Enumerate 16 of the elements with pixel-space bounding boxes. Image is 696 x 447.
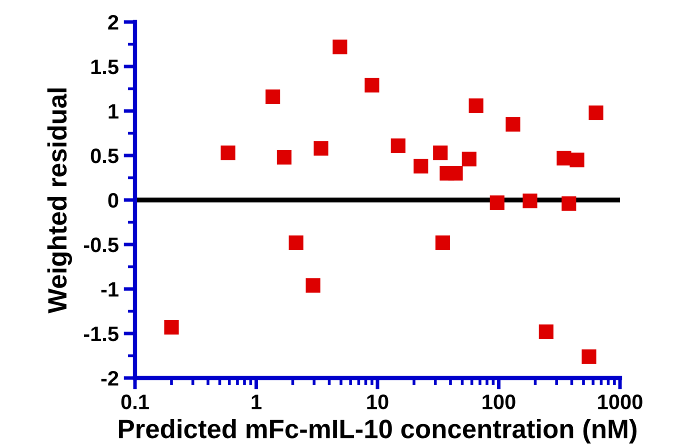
x-axis-title: Predicted mFc-mIL-10 concentration (nM) [119,418,636,444]
x-tick-label: 1000 [598,394,642,410]
y-tick-label: -0.5 [84,238,118,252]
y-tick-label: 0.5 [90,148,118,164]
y-tick-label: -2 [101,371,118,386]
y-tick-label: 1.5 [91,60,118,74]
y-tick-label: 2 [108,15,118,30]
x-tick-label: 0.1 [121,394,149,410]
x-tick-label: 100 [482,394,516,410]
y-axis-title: Weighted residual [47,88,72,314]
y-tick-label: 0 [108,193,118,208]
x-tick-label: 10 [367,394,388,410]
y-tick-label: 1 [108,104,118,119]
x-tick-label: 1 [252,394,262,410]
y-tick-label: -1 [101,282,118,297]
y-tick-label: -1.5 [84,326,118,342]
